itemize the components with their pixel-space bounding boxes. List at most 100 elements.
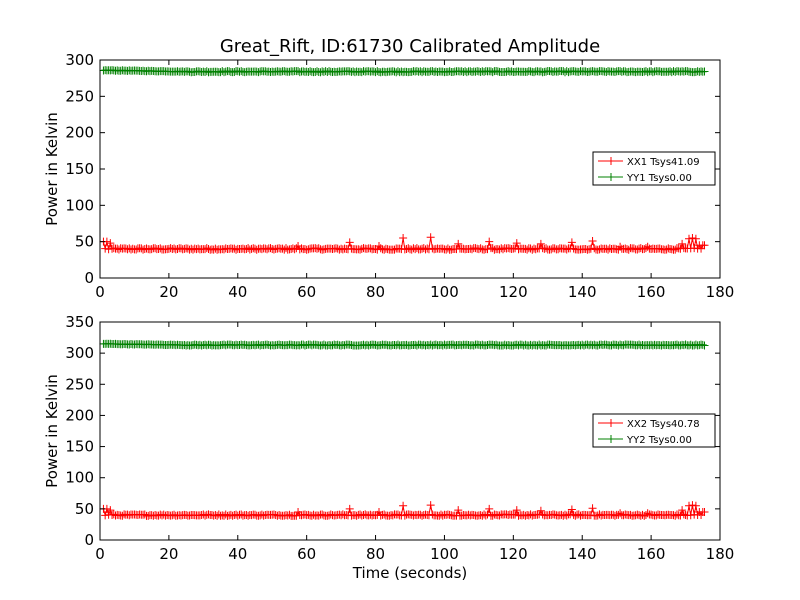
data-point bbox=[691, 234, 700, 243]
data-point bbox=[252, 245, 261, 254]
data-point bbox=[380, 510, 389, 519]
x-tick-label: 160 bbox=[637, 545, 666, 563]
data-point bbox=[412, 244, 421, 253]
data-point bbox=[366, 244, 375, 253]
data-point bbox=[488, 244, 497, 253]
data-point bbox=[395, 244, 404, 253]
y-tick-label: 0 bbox=[84, 531, 94, 549]
y-tick-label: 200 bbox=[65, 124, 94, 142]
data-point bbox=[201, 511, 210, 520]
data-point bbox=[492, 340, 501, 349]
data-point bbox=[373, 67, 382, 76]
data-point bbox=[688, 234, 697, 243]
data-point bbox=[685, 501, 693, 510]
legend-marker bbox=[607, 435, 615, 443]
data-point bbox=[438, 511, 447, 520]
x-tick-label: 180 bbox=[706, 545, 735, 563]
x-tick-label: 160 bbox=[637, 283, 666, 301]
data-point bbox=[393, 510, 402, 519]
x-tick-label: 0 bbox=[95, 283, 105, 301]
data-point bbox=[232, 245, 241, 254]
data-point bbox=[309, 510, 318, 519]
x-tick-label: 40 bbox=[228, 545, 247, 563]
data-point bbox=[480, 245, 489, 254]
x-tick-label: 20 bbox=[159, 545, 178, 563]
x-tick-label: 100 bbox=[430, 545, 459, 563]
legend-label: YY1 Tsys0.00 bbox=[626, 173, 692, 184]
data-point bbox=[700, 241, 709, 250]
data-point bbox=[643, 509, 652, 518]
data-point bbox=[245, 245, 254, 254]
data-point bbox=[562, 245, 571, 254]
legend: XX1 Tsys41.09 YY1 Tsys0.00 bbox=[592, 151, 716, 186]
y-tick-label: 50 bbox=[75, 233, 94, 251]
data-point bbox=[569, 244, 578, 253]
y-tick-label: 200 bbox=[65, 406, 94, 424]
data-point bbox=[485, 504, 494, 513]
data-point bbox=[280, 67, 289, 76]
y-tick-label: 300 bbox=[65, 51, 94, 69]
data-point bbox=[671, 245, 680, 254]
data-point bbox=[567, 505, 576, 514]
data-point bbox=[678, 239, 687, 248]
data-point bbox=[211, 511, 220, 520]
data-point bbox=[531, 245, 540, 254]
data-point bbox=[106, 239, 115, 248]
data-point bbox=[469, 341, 478, 350]
data-point bbox=[202, 67, 211, 76]
data-point bbox=[610, 511, 619, 520]
data-point bbox=[697, 244, 706, 253]
data-point bbox=[114, 245, 123, 254]
data-point bbox=[468, 245, 476, 254]
data-point bbox=[554, 67, 563, 76]
x-tick-label: 80 bbox=[366, 545, 385, 563]
data-point bbox=[540, 244, 549, 253]
y-tick-label: 250 bbox=[65, 87, 94, 105]
data-point bbox=[512, 506, 521, 515]
data-point bbox=[588, 504, 597, 513]
data-point bbox=[542, 244, 551, 253]
data-point bbox=[399, 501, 408, 510]
x-tick-label: 140 bbox=[568, 283, 597, 301]
data-point bbox=[616, 242, 625, 251]
data-point bbox=[292, 511, 301, 520]
y-axis-label: Power in Kelvin bbox=[43, 374, 61, 488]
y-tick-label: 100 bbox=[65, 196, 94, 214]
data-point bbox=[104, 245, 113, 254]
data-point bbox=[610, 244, 619, 253]
data-point bbox=[211, 244, 220, 253]
data-point bbox=[338, 510, 347, 519]
data-point bbox=[101, 244, 110, 253]
x-tick-label: 60 bbox=[297, 283, 316, 301]
data-point bbox=[624, 245, 633, 254]
data-point bbox=[318, 510, 327, 519]
data-point bbox=[567, 238, 576, 247]
y-tick-label: 100 bbox=[65, 469, 94, 487]
data-point bbox=[266, 244, 275, 253]
data-point bbox=[428, 510, 437, 519]
data-point bbox=[564, 68, 573, 77]
x-tick-label: 180 bbox=[706, 283, 735, 301]
data-point bbox=[488, 511, 497, 520]
data-point bbox=[604, 245, 613, 254]
data-point bbox=[357, 68, 366, 77]
x-tick-label: 40 bbox=[228, 283, 247, 301]
data-point bbox=[493, 67, 502, 76]
data-point bbox=[132, 245, 141, 254]
data-point bbox=[648, 68, 657, 77]
y-tick-label: 150 bbox=[65, 438, 94, 456]
legend-label: XX1 Tsys41.09 bbox=[627, 157, 700, 168]
data-point bbox=[483, 245, 492, 254]
data-point bbox=[400, 511, 409, 520]
data-point bbox=[388, 511, 397, 520]
subplot-bottom: 0 20 40 60 80 100 120 140 160 180 0 50 100 150 200 250 3… bbox=[43, 313, 734, 582]
data-point bbox=[304, 245, 313, 254]
data-point bbox=[347, 244, 356, 253]
x-tick-label: 20 bbox=[159, 283, 178, 301]
data-point bbox=[220, 68, 228, 77]
data-point bbox=[125, 511, 134, 520]
data-point bbox=[586, 511, 595, 520]
legend-box bbox=[592, 413, 716, 448]
chart-title: Great_Rift, ID:61730 Calibrated Amplitud… bbox=[220, 36, 600, 57]
data-point bbox=[542, 341, 551, 350]
